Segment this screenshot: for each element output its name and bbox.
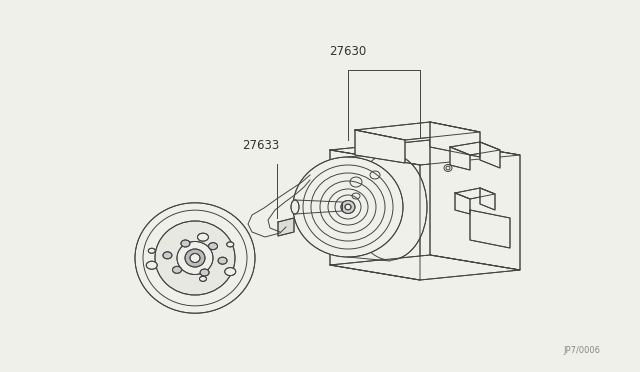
Ellipse shape	[227, 242, 234, 247]
Ellipse shape	[177, 241, 213, 275]
Polygon shape	[470, 210, 510, 248]
Ellipse shape	[173, 266, 182, 273]
Polygon shape	[455, 193, 470, 214]
Ellipse shape	[163, 252, 172, 259]
Ellipse shape	[200, 269, 209, 276]
Ellipse shape	[218, 257, 227, 264]
Ellipse shape	[190, 253, 200, 263]
Ellipse shape	[200, 276, 207, 281]
Ellipse shape	[225, 267, 236, 276]
Polygon shape	[450, 142, 500, 155]
Text: 27633: 27633	[242, 139, 279, 152]
Polygon shape	[330, 140, 520, 165]
Text: 27630: 27630	[330, 45, 367, 58]
Polygon shape	[355, 122, 480, 140]
Polygon shape	[450, 147, 470, 170]
Ellipse shape	[293, 157, 403, 257]
Ellipse shape	[353, 154, 427, 260]
Ellipse shape	[341, 201, 355, 214]
Polygon shape	[330, 255, 520, 280]
Ellipse shape	[345, 204, 351, 210]
Ellipse shape	[181, 240, 190, 247]
Polygon shape	[355, 130, 405, 163]
Ellipse shape	[185, 249, 205, 267]
Polygon shape	[278, 218, 294, 236]
Ellipse shape	[198, 233, 209, 241]
Ellipse shape	[135, 203, 255, 313]
Polygon shape	[330, 150, 420, 280]
Ellipse shape	[155, 221, 235, 295]
Ellipse shape	[148, 248, 156, 253]
Ellipse shape	[147, 261, 157, 269]
Polygon shape	[430, 140, 520, 270]
Polygon shape	[480, 188, 495, 210]
Polygon shape	[455, 188, 495, 199]
Polygon shape	[480, 142, 500, 168]
Ellipse shape	[291, 200, 299, 214]
Polygon shape	[430, 122, 480, 157]
Text: JP7/0006: JP7/0006	[563, 346, 600, 355]
Ellipse shape	[209, 243, 218, 250]
